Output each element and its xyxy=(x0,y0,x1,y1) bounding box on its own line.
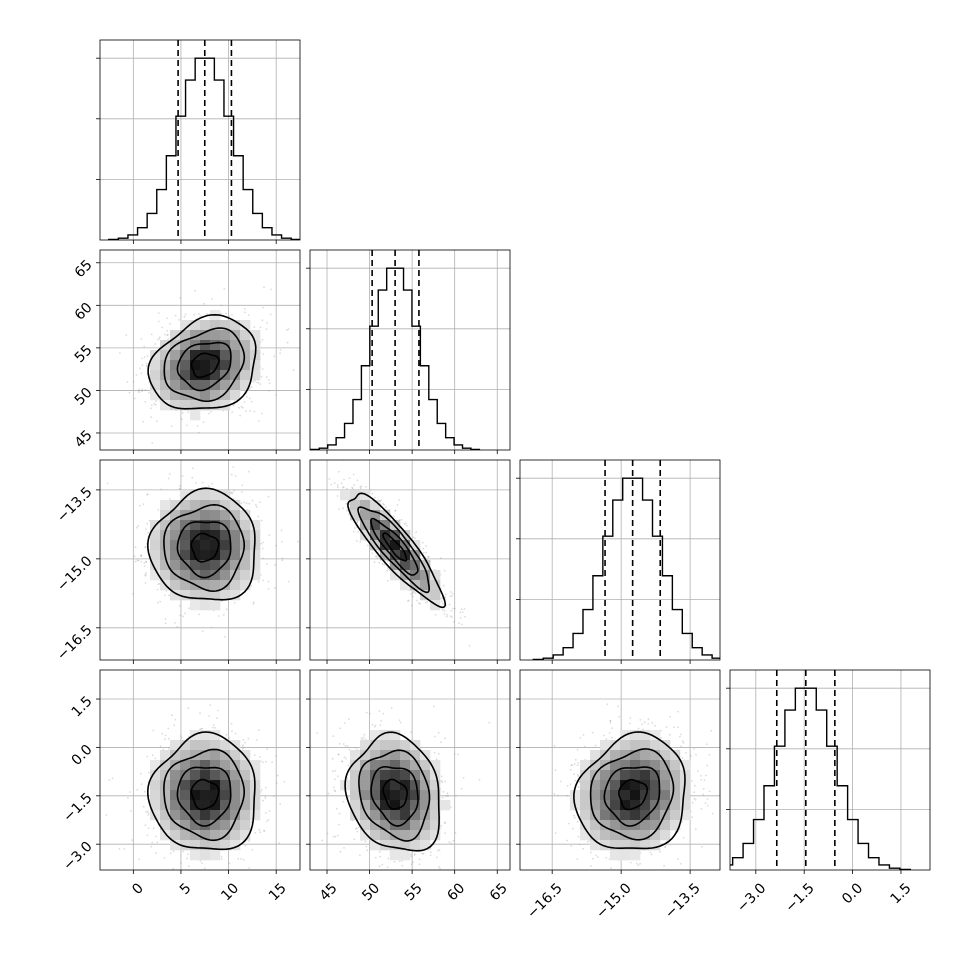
y-tick-label: −3.0 xyxy=(60,839,95,874)
x-tick-label: −1.5 xyxy=(782,880,817,915)
histogram-step xyxy=(310,267,481,450)
histogram-panel-3: −3.0 −1.5 0.0 1.5 xyxy=(726,669,931,916)
x-tick-label: 65 xyxy=(487,880,511,904)
x-tick-label: −16.5 xyxy=(524,880,566,922)
x-tick-label: 10 xyxy=(218,880,242,904)
x-tick-label: 0 xyxy=(129,880,147,898)
panel-frame xyxy=(309,459,511,661)
contour-level-3 xyxy=(146,731,256,851)
x-tick-label: 5 xyxy=(177,880,195,898)
x-tick-label: −13.5 xyxy=(662,880,704,922)
panel-frame xyxy=(99,39,301,241)
contour-level-0 xyxy=(190,532,220,563)
panel-frame xyxy=(309,249,511,451)
x-tick-label: 60 xyxy=(444,880,468,904)
panel-frame xyxy=(309,669,511,871)
y-tick-label: 60 xyxy=(72,300,96,324)
contour-level-2 xyxy=(163,327,246,402)
density-shading xyxy=(150,730,261,861)
histogram-panel-2 xyxy=(516,459,721,664)
x-tick-label: 15 xyxy=(266,880,290,904)
contour-level-3 xyxy=(147,313,257,410)
x-tick-label: 0.0 xyxy=(839,880,866,907)
scatter-panel-1-2 xyxy=(306,459,511,664)
histogram-step xyxy=(108,57,300,240)
y-tick-label: 50 xyxy=(72,385,96,409)
contour-level-0 xyxy=(382,778,408,810)
scatter-panel-0-1: 45 50 55 60 65 xyxy=(72,249,301,454)
x-tick-label: 50 xyxy=(359,880,383,904)
contour-level-1 xyxy=(603,766,661,827)
x-tick-label: −15.0 xyxy=(593,880,635,922)
x-tick-label: 45 xyxy=(317,880,341,904)
histogram-panel-0 xyxy=(96,39,301,244)
contour-level-1 xyxy=(370,766,419,827)
y-tick-label: −15.0 xyxy=(54,553,96,595)
y-tick-label: 55 xyxy=(72,342,96,366)
histogram-step xyxy=(532,477,720,660)
y-tick-label: −1.5 xyxy=(60,790,95,825)
histogram-step xyxy=(730,687,912,870)
contour-level-3 xyxy=(573,731,686,850)
histogram-panel-1 xyxy=(306,249,511,454)
contour-level-2 xyxy=(357,506,431,594)
scatter-panel-0-3: −3.0 −1.5 0.0 1.5 0 5 10 15 xyxy=(60,669,301,904)
contour-level-1 xyxy=(176,766,232,827)
panel-frame xyxy=(729,669,931,871)
panel-frame xyxy=(99,669,301,871)
scatter-panel-1-3: 45 50 55 60 65 xyxy=(306,669,511,904)
y-tick-label: 1.5 xyxy=(69,693,96,720)
contour-level-1 xyxy=(176,521,232,579)
panel-frame xyxy=(99,459,301,661)
contour-level-3 xyxy=(347,492,446,609)
contour-level-2 xyxy=(358,749,431,842)
x-tick-label: 55 xyxy=(402,880,426,904)
contour-level-2 xyxy=(589,748,675,841)
contour-level-0 xyxy=(618,778,648,811)
scatter-panel-2-3: −16.5 −15.0 −13.5 xyxy=(516,669,721,922)
y-tick-label: −13.5 xyxy=(54,484,96,526)
y-tick-label: 65 xyxy=(72,257,96,281)
x-tick-label: −3.0 xyxy=(734,880,769,915)
contour-level-2 xyxy=(163,503,245,593)
panel-frame xyxy=(519,459,721,661)
y-tick-label: 45 xyxy=(72,427,96,451)
panel-frame xyxy=(99,249,301,451)
contour-level-1 xyxy=(370,517,419,576)
scatter-panel-0-2: −16.5 −15.0 −13.5 xyxy=(54,459,301,664)
x-tick-label: 1.5 xyxy=(888,880,915,907)
contour-level-0 xyxy=(190,352,220,379)
density-shading xyxy=(570,730,691,861)
contour-level-2 xyxy=(163,748,245,842)
contour-level-3 xyxy=(344,731,440,852)
contour-level-0 xyxy=(190,778,220,811)
panel-frame xyxy=(519,669,721,871)
y-tick-label: 0.0 xyxy=(69,742,96,769)
contour-level-1 xyxy=(176,341,232,392)
y-tick-label: −16.5 xyxy=(54,622,96,664)
contour-level-0 xyxy=(382,532,408,562)
contour-level-3 xyxy=(146,487,256,601)
